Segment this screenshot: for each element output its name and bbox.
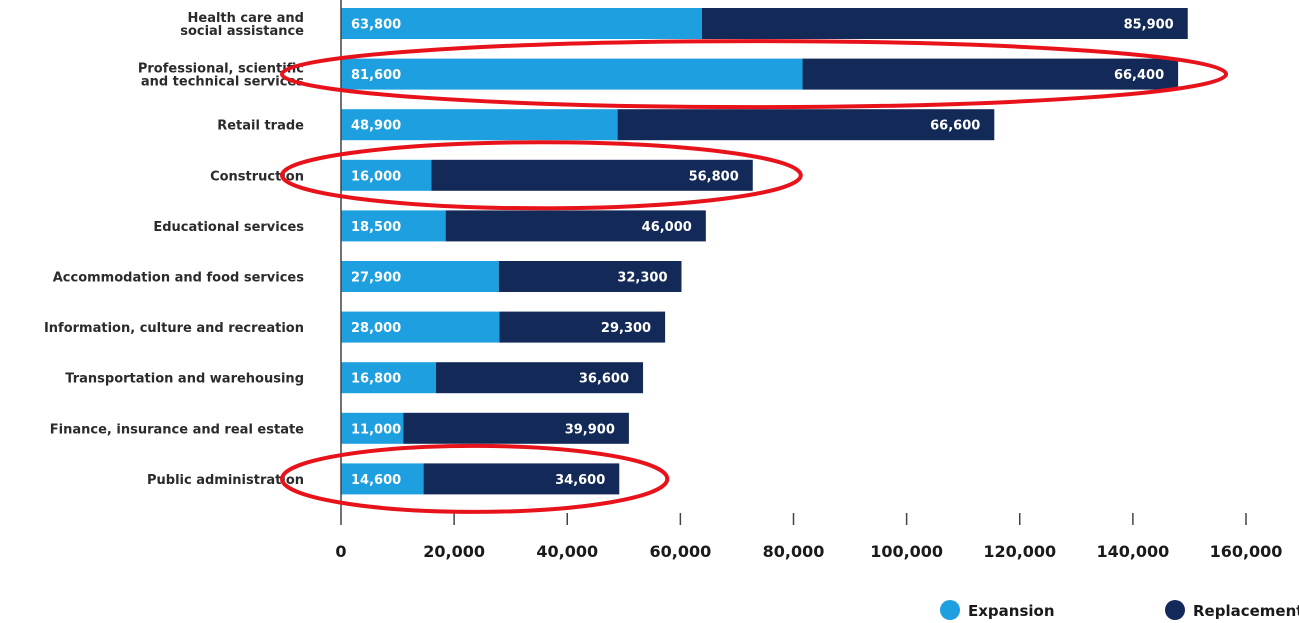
x-tick-label: 80,000	[763, 542, 825, 561]
data-label-replacement: 66,400	[1114, 68, 1164, 83]
bar-expansion	[341, 463, 424, 495]
category-label: Educational services	[153, 220, 304, 235]
bar-replacement	[436, 362, 644, 394]
data-label-replacement: 56,800	[689, 169, 739, 184]
legend: Expansion Replacement	[940, 600, 1299, 620]
category-labels: Health care and social assistance Professi…	[44, 11, 304, 488]
x-tick-label: 160,000	[1210, 542, 1283, 561]
data-label-replacement: 46,000	[642, 220, 692, 235]
bar-replacement	[701, 8, 1188, 39]
legend-swatch-expansion	[940, 600, 960, 620]
data-label-expansion: 63,800	[351, 18, 401, 33]
bar-expansion	[341, 362, 437, 394]
highlight-ellipse	[280, 39, 1229, 110]
category-label: Public administration	[147, 473, 304, 488]
bar-expansion	[341, 210, 446, 242]
bar-expansion	[341, 261, 499, 292]
bars-layer: 63,800 85,900 81,600 66,400 48,900 66,600 16,0…	[341, 8, 1188, 495]
category-label: Retail trade	[217, 119, 304, 134]
bar-expansion	[341, 159, 432, 191]
data-label-expansion: 81,600	[351, 68, 401, 83]
data-label-expansion: 16,000	[351, 169, 401, 184]
data-label-expansion: 14,600	[351, 473, 401, 488]
category-label: Transportation and warehousing	[65, 372, 304, 387]
category-label: Finance, insurance and real estate	[50, 422, 304, 437]
bar-replacement	[617, 109, 995, 141]
bar-replacement	[445, 210, 706, 242]
x-axis: 0 20,000 40,000 60,000 80,000 100,000 120,000 1…	[335, 0, 1282, 561]
bar-replacement	[499, 311, 666, 343]
highlight-ellipse	[280, 443, 670, 514]
x-tick-label: 0	[335, 542, 346, 561]
data-label-expansion: 11,000	[351, 422, 401, 437]
x-tick-label: 20,000	[423, 542, 485, 561]
bar-replacement	[498, 261, 682, 292]
category-label: Health care and social assistance	[180, 11, 304, 39]
bar-expansion	[341, 8, 702, 39]
bar-replacement	[423, 463, 620, 495]
data-label-expansion: 18,500	[351, 220, 401, 235]
legend-label-replacement: Replacement	[1193, 602, 1299, 620]
x-tick-label: 60,000	[650, 542, 712, 561]
category-label: Professional, scientific and technical se…	[138, 62, 304, 90]
bar-replacement	[403, 412, 629, 444]
x-tick-label: 100,000	[870, 542, 943, 561]
bar-replacement	[802, 58, 1179, 90]
data-label-replacement: 85,900	[1124, 18, 1174, 33]
highlight-ellipses	[280, 39, 1229, 514]
x-tick-label: 120,000	[983, 542, 1056, 561]
category-label: Information, culture and recreation	[44, 321, 304, 336]
category-label: Accommodation and food services	[53, 271, 305, 286]
data-label-replacement: 39,900	[565, 422, 615, 437]
bar-replacement	[431, 159, 753, 191]
data-label-replacement: 36,600	[579, 372, 629, 387]
data-label-expansion: 16,800	[351, 372, 401, 387]
data-label-replacement: 66,600	[930, 119, 980, 134]
legend-label-expansion: Expansion	[968, 602, 1055, 620]
bar-expansion	[341, 412, 404, 444]
bar-expansion	[341, 109, 618, 141]
data-label-replacement: 32,300	[617, 271, 667, 286]
data-label-replacement: 29,300	[601, 321, 651, 336]
data-label-expansion: 28,000	[351, 321, 401, 336]
highlight-ellipse	[280, 140, 803, 211]
data-label-expansion: 48,900	[351, 119, 401, 134]
x-tick-label: 140,000	[1096, 542, 1169, 561]
bar-expansion	[341, 311, 500, 343]
data-label-expansion: 27,900	[351, 271, 401, 286]
data-label-replacement: 34,600	[555, 473, 605, 488]
legend-swatch-replacement	[1165, 600, 1185, 620]
bar-expansion	[341, 58, 803, 90]
x-tick-label: 40,000	[536, 542, 598, 561]
